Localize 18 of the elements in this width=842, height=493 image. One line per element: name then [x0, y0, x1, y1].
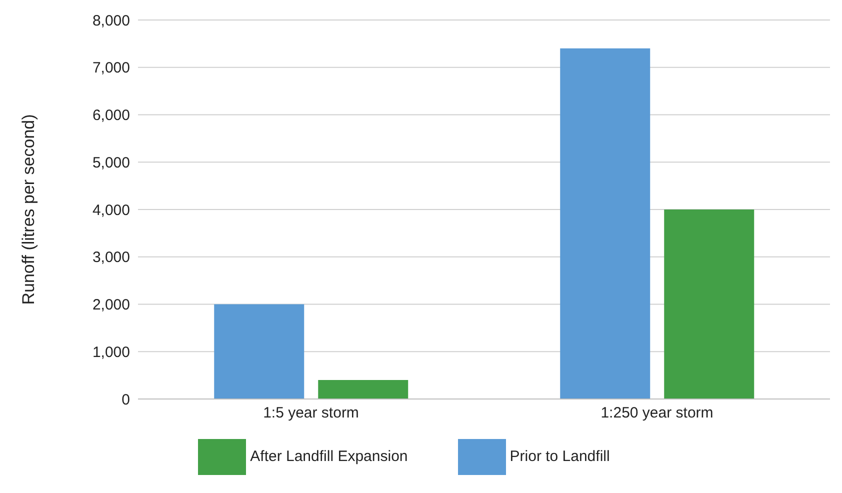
y-tick-label: 4,000	[92, 202, 130, 219]
bar	[214, 304, 304, 399]
y-tick-label: 3,000	[92, 249, 130, 266]
y-tick-label: 0	[122, 391, 130, 408]
x-tick-label: 1:5 year storm	[263, 404, 359, 422]
y-tick-label: 5,000	[92, 154, 130, 172]
y-tick-label: 2,000	[92, 296, 130, 314]
bar	[318, 380, 408, 399]
y-tick-label: 6,000	[92, 107, 130, 124]
legend-label: After Landfill Expansion	[250, 448, 408, 465]
y-tick-label: 1,000	[92, 344, 130, 361]
legend-label: Prior to Landfill	[510, 448, 610, 465]
bar	[560, 48, 650, 399]
y-tick-label: 8,000	[92, 12, 130, 30]
y-axis-title: Runoff (litres per second)	[19, 114, 38, 305]
x-tick-label: 1:250 year storm	[600, 404, 714, 422]
y-tick-label: 7,000	[92, 60, 130, 77]
bar	[664, 210, 754, 399]
